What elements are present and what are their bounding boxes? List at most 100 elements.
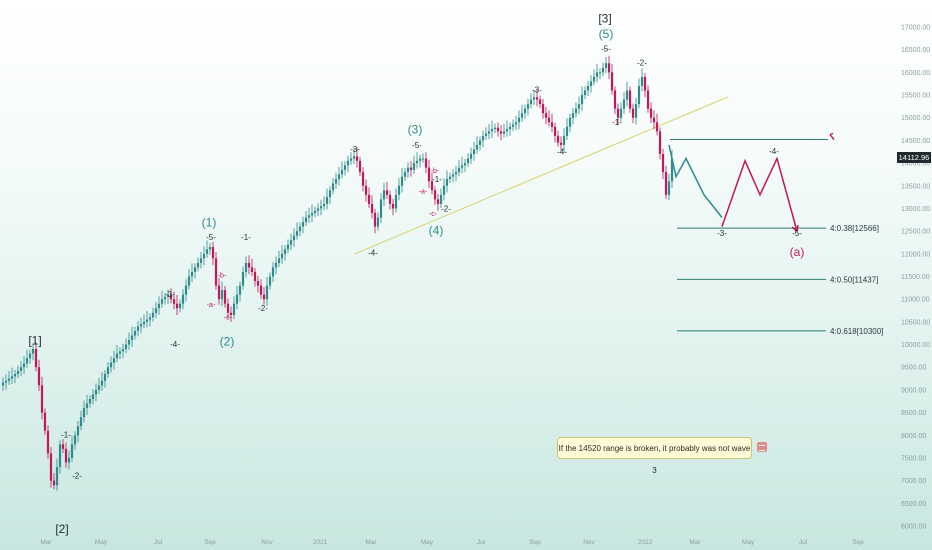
candle-body bbox=[637, 85, 641, 105]
candle-body bbox=[376, 217, 380, 227]
candle-body bbox=[13, 374, 17, 377]
candle-body bbox=[331, 183, 335, 191]
candle-body bbox=[493, 127, 497, 130]
candle-body bbox=[487, 131, 491, 134]
candle-body bbox=[175, 303, 179, 309]
time-axis-tick: Sep bbox=[852, 539, 864, 546]
candle-body bbox=[154, 308, 158, 313]
candle-body bbox=[106, 367, 110, 375]
candle-body bbox=[187, 276, 191, 286]
candle-body bbox=[409, 167, 413, 170]
candle-body bbox=[202, 253, 206, 259]
candle-body bbox=[658, 131, 662, 155]
candle-body bbox=[100, 380, 104, 386]
candle-body bbox=[496, 127, 500, 132]
candle-body bbox=[163, 296, 167, 300]
price-axis-tick: 15000.00 bbox=[901, 115, 930, 122]
time-axis-tick: Sep bbox=[204, 539, 216, 546]
price-axis-tick: 8500.00 bbox=[901, 410, 926, 417]
candle-body bbox=[373, 212, 377, 227]
note-icon[interactable] bbox=[757, 442, 767, 452]
wave-label: -b- bbox=[431, 168, 440, 175]
candle-body bbox=[340, 169, 344, 175]
candle-body bbox=[577, 104, 581, 109]
candle-body bbox=[592, 76, 596, 82]
time-axis-tick: Nov bbox=[583, 539, 595, 546]
candle-body bbox=[181, 294, 185, 304]
candle-body bbox=[214, 258, 218, 286]
wave-label: -3- bbox=[532, 85, 542, 94]
candle-body bbox=[337, 174, 341, 179]
candle-body bbox=[382, 190, 386, 200]
candle-body bbox=[334, 178, 338, 184]
candle-body bbox=[520, 113, 524, 118]
candle-body bbox=[223, 290, 227, 304]
time-axis-tick: Jul bbox=[477, 539, 486, 546]
candle-body bbox=[19, 367, 23, 371]
candle-body bbox=[634, 104, 638, 118]
candle-body bbox=[439, 194, 443, 204]
price-axis-tick: 9000.00 bbox=[901, 387, 926, 394]
target-wave-label: (a) bbox=[790, 245, 805, 259]
time-axis-tick: May bbox=[742, 539, 755, 546]
candle-body bbox=[601, 67, 605, 73]
candle-body bbox=[97, 385, 101, 390]
price-axis-tick: 12500.00 bbox=[901, 229, 930, 236]
candle-body bbox=[64, 448, 68, 463]
candle-body bbox=[178, 303, 182, 309]
candle-body bbox=[418, 158, 422, 161]
candle-body bbox=[262, 294, 266, 300]
candle-body bbox=[241, 271, 245, 286]
candle-body bbox=[535, 97, 539, 100]
candle-body bbox=[295, 231, 299, 236]
candle-body bbox=[541, 104, 545, 114]
candle-body bbox=[346, 160, 350, 166]
candle-body bbox=[124, 344, 128, 350]
candle-body bbox=[37, 367, 41, 386]
candle-body bbox=[256, 281, 260, 286]
candle-body bbox=[610, 72, 614, 91]
candle-body bbox=[148, 317, 152, 320]
candle-body bbox=[565, 126, 569, 136]
candle-body bbox=[559, 142, 563, 145]
candle-body bbox=[604, 63, 608, 68]
candle-body bbox=[445, 178, 449, 186]
candle-body bbox=[244, 262, 248, 272]
candle-body bbox=[508, 126, 512, 130]
candle-body bbox=[22, 363, 26, 368]
candle-body bbox=[55, 467, 59, 486]
candle-body bbox=[661, 154, 665, 173]
candle-body bbox=[94, 389, 98, 395]
candle-body bbox=[544, 113, 548, 118]
candle-body bbox=[367, 194, 371, 204]
candle-body bbox=[538, 99, 542, 105]
wave-label: -2- bbox=[258, 304, 268, 313]
candle-body bbox=[355, 156, 359, 161]
candle-body bbox=[157, 303, 161, 309]
candle-body bbox=[571, 113, 575, 118]
candle-body bbox=[247, 262, 251, 268]
candle-body bbox=[298, 226, 302, 232]
candle-body bbox=[463, 163, 467, 166]
candle-body bbox=[490, 129, 494, 132]
projection-arrow-head bbox=[791, 225, 799, 233]
time-axis-tick: Mar bbox=[365, 539, 377, 546]
candle-body bbox=[613, 90, 617, 109]
candle-body bbox=[607, 63, 611, 73]
wave-label: (5) bbox=[599, 27, 614, 41]
candle-body bbox=[310, 212, 314, 216]
price-axis-tick: 9500.00 bbox=[901, 365, 926, 372]
candle-body bbox=[640, 76, 644, 86]
candle-body bbox=[52, 480, 56, 486]
wave-label: -5- bbox=[792, 229, 802, 238]
candle-body bbox=[556, 135, 560, 143]
candle-body bbox=[196, 262, 200, 268]
annotation-note[interactable]: If the 14520 range is broken, it probabl… bbox=[557, 437, 752, 475]
candle-body bbox=[628, 90, 632, 109]
candle-body bbox=[316, 208, 320, 211]
candle-body bbox=[436, 199, 440, 204]
candle-body bbox=[46, 430, 50, 454]
candle-body bbox=[523, 108, 527, 114]
candle-body bbox=[460, 165, 464, 168]
